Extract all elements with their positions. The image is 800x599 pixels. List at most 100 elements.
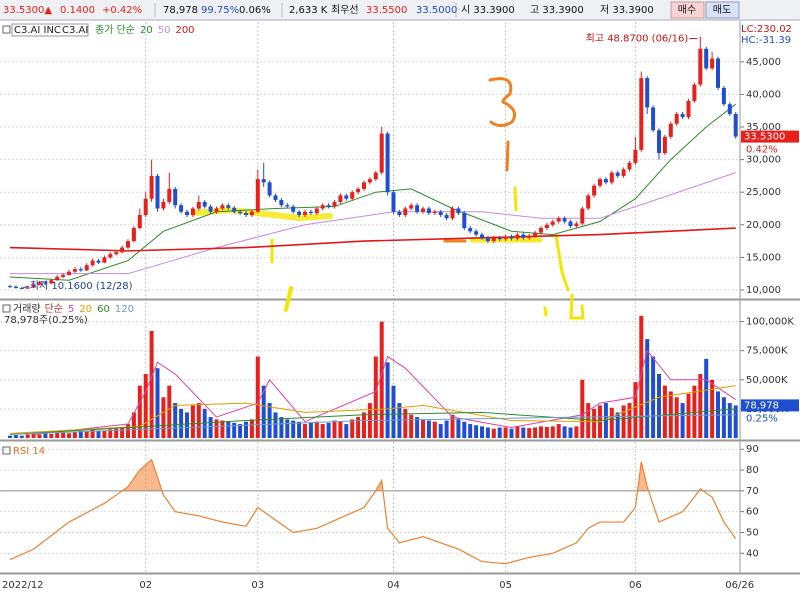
volume-bar: [580, 379, 585, 438]
volume-bar: [356, 417, 361, 438]
volume-bar: [474, 425, 479, 438]
candle-body: [143, 198, 148, 216]
volume-bar: [592, 408, 597, 438]
volume-bar: [710, 379, 715, 438]
candle-body: [320, 205, 325, 209]
header-change: 0.1400: [60, 5, 95, 16]
volume-bar: [308, 422, 313, 438]
candle-body: [533, 232, 538, 236]
sell-label[interactable]: 매도: [713, 4, 731, 16]
highlight: [505, 140, 510, 172]
header-volume: 78,978: [163, 5, 198, 16]
buy-label[interactable]: 매수: [678, 4, 696, 16]
candle-body: [403, 208, 408, 216]
volume-bar: [651, 356, 656, 438]
candle-body: [326, 205, 331, 207]
buy-button[interactable]: [670, 1, 705, 19]
volume-bar: [244, 421, 248, 438]
header-open: 시 33.3900: [461, 4, 515, 16]
highlight: [569, 293, 585, 320]
rsi-line: [9, 458, 737, 565]
sell-button[interactable]: [705, 1, 740, 19]
volume-bar: [373, 356, 378, 438]
volume-bar: [385, 362, 390, 438]
highlight: [488, 77, 516, 127]
volume-bar: [603, 403, 608, 438]
volume-bar: [692, 385, 697, 438]
candle-body: [592, 185, 597, 196]
volume-bar: [226, 421, 231, 438]
candle-body: [84, 265, 89, 271]
candle-body: [598, 179, 602, 186]
legend-entry: 20: [79, 304, 92, 315]
low-annotation: 최저 10.1600 (12/28): [30, 280, 133, 292]
hand-annotations: [192, 77, 585, 320]
y-tick-label: 35,000: [746, 122, 781, 133]
candle-body: [704, 48, 709, 69]
candle-body: [385, 133, 390, 193]
volume-bar: [67, 433, 71, 438]
volume-bar: [255, 356, 260, 438]
candle-body: [727, 104, 732, 114]
y-tick-label: 30,000: [746, 155, 781, 166]
candle-body: [562, 218, 567, 222]
candle-body: [692, 84, 697, 101]
candle-body: [249, 211, 254, 216]
volume-bar: [533, 427, 538, 438]
marks-layer: 2022/12 02 03 04 05 06 06/26 최고 48.8700 (06/16)…: [2, 24, 799, 591]
candle-body: [421, 208, 425, 212]
volume-bar: [704, 358, 709, 438]
volume-bar: [627, 403, 632, 438]
candle-body: [485, 237, 490, 242]
candle-body: [426, 208, 431, 214]
legend-entry: 60: [97, 304, 110, 315]
volume-bar: [267, 403, 272, 438]
hc-label: HC:-31.39: [741, 35, 791, 46]
candle-body: [61, 274, 66, 277]
candle-body: [586, 195, 591, 209]
candle-body: [308, 211, 313, 214]
candle-body: [450, 208, 455, 219]
candle-body: [515, 234, 520, 239]
candle-body: [397, 211, 402, 216]
candle-body: [733, 113, 738, 137]
candle-body: [438, 211, 443, 216]
volume-bar: [468, 424, 473, 438]
volume-bar: [96, 430, 101, 438]
volume-bar: [421, 419, 425, 438]
symbol-name: C3.AI INC: [14, 25, 61, 36]
volume-bar: [185, 412, 189, 438]
volume-bar: [179, 408, 184, 438]
legend-label: 단순: [45, 303, 63, 315]
candle-body: [409, 205, 414, 209]
candle-body: [78, 269, 83, 271]
candle-body: [391, 192, 396, 212]
candle-body: [238, 211, 243, 214]
candle-body: [161, 201, 166, 209]
volume-bar: [485, 427, 490, 438]
volume-bar: [503, 427, 508, 438]
candle-body: [721, 87, 726, 105]
x-tick-label: 05: [499, 580, 512, 591]
volume-bar: [72, 432, 77, 438]
candle-body: [190, 208, 195, 216]
candle-body: [668, 123, 673, 137]
volume-bar: [143, 373, 148, 438]
candle-body: [220, 205, 225, 209]
candle-body: [603, 179, 608, 183]
x-tick-label: 03: [251, 580, 264, 591]
legend-entry: 120: [115, 304, 134, 315]
header-price: 33.5300▲: [3, 5, 52, 16]
candle-body: [261, 179, 266, 183]
panel-icon: [2, 446, 11, 455]
volume-bar: [403, 408, 408, 438]
y-tick-label: 15,000: [746, 252, 781, 263]
candle-body: [131, 228, 136, 242]
candle-body: [55, 276, 60, 281]
highlight: [513, 186, 518, 212]
volume-bar: [285, 419, 290, 438]
candle-body: [415, 205, 420, 212]
candle-body: [491, 237, 496, 242]
candle-body: [244, 213, 248, 216]
candle-body: [627, 162, 632, 170]
